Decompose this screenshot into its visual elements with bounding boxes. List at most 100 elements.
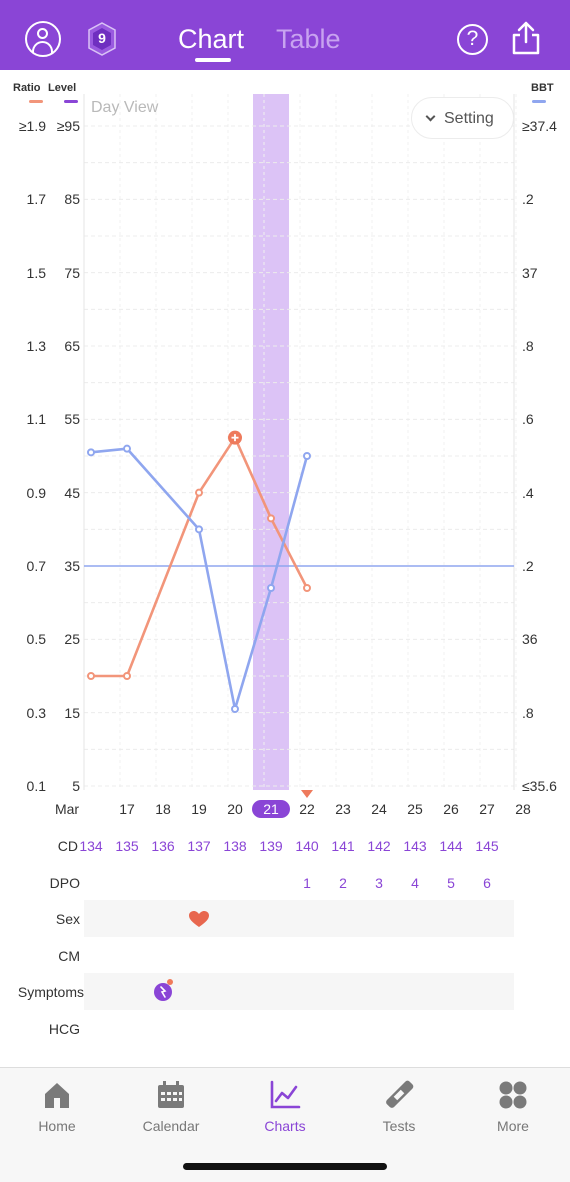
date-label[interactable]: 18 [155, 801, 171, 817]
cd-row-label: CD [57, 838, 78, 854]
ratio-tick-label: 1.7 [26, 191, 46, 208]
ratio-tick-label: 0.5 [26, 631, 46, 648]
home-indicator [183, 1163, 387, 1170]
date-label[interactable]: 17 [119, 801, 135, 817]
cycle-day-value: 135 [115, 838, 139, 854]
dpo-value: 6 [483, 875, 491, 891]
ratio-point [195, 488, 203, 497]
hcg-row-label: HCG [48, 1021, 80, 1037]
level-tick-label: 35 [64, 558, 80, 574]
share-icon[interactable] [510, 20, 542, 56]
level-tick-label: 25 [64, 631, 80, 648]
chevron-down-icon [425, 111, 436, 122]
bbt-point [87, 448, 95, 457]
level-tick-label: 55 [64, 411, 80, 428]
bbt-point [231, 705, 239, 713]
nav-home[interactable]: Home [0, 1068, 114, 1148]
bbt-tick-label: ≥37.4 [522, 118, 557, 134]
fertility-chart[interactable] [0, 0, 570, 820]
top-bar: 9 Chart Table ? [0, 0, 570, 70]
cycle-day-value: 145 [475, 838, 499, 854]
date-label[interactable]: 23 [335, 801, 351, 817]
level-tick-label: 15 [64, 704, 80, 721]
date-label[interactable]: 19 [191, 801, 207, 817]
level-badge-icon[interactable] [86, 22, 118, 56]
ratio-tick-label: ≥1.9 [18, 118, 46, 134]
dpo-value: 4 [411, 875, 419, 891]
ratio-series-line [91, 436, 309, 678]
selected-day-highlight [253, 94, 289, 790]
cycle-day-value: 138 [223, 838, 247, 854]
bbt-tick-label: .2 [522, 191, 534, 208]
date-label[interactable]: 26 [443, 801, 459, 817]
level-axis-label: Level [48, 82, 77, 94]
dpo-value: 1 [303, 875, 311, 891]
date-label[interactable]: 28 [515, 801, 531, 817]
heart-icon[interactable] [188, 910, 210, 928]
profile-icon[interactable] [25, 21, 61, 57]
level-tick-label: 45 [64, 484, 80, 501]
bbt-tick-label: ≤35.6 [522, 778, 557, 794]
cycle-day-value: 140 [295, 838, 319, 854]
bbt-point [267, 584, 275, 592]
bbt-point [195, 525, 203, 534]
ratio-legend-swatch [29, 100, 43, 103]
cycle-day-value: 137 [187, 838, 211, 854]
sex-row [84, 900, 514, 937]
bbt-point [303, 452, 311, 460]
dpo-value: 2 [339, 875, 347, 891]
cycle-day-value: 139 [259, 838, 283, 854]
cm-row-label: CM [58, 948, 80, 964]
month-label: Mar [54, 801, 80, 817]
level-tick-label: 75 [64, 264, 80, 281]
date-label[interactable]: 24 [371, 801, 387, 817]
help-icon[interactable]: ? [457, 24, 488, 55]
ratio-point [303, 584, 311, 592]
symptoms-row [84, 973, 514, 1010]
date-label[interactable]: 20 [227, 801, 243, 817]
ratio-tick-label: 1.5 [26, 264, 46, 281]
ratio-tick-label: 0.7 [26, 558, 46, 574]
dpo-value: 5 [447, 875, 455, 891]
bbt-tick-label: 37 [522, 264, 538, 281]
date-label[interactable]: 25 [407, 801, 423, 817]
cycle-day-value: 134 [79, 838, 103, 854]
test-strip-icon [386, 1080, 414, 1108]
calendar-icon [158, 1081, 184, 1108]
date-label[interactable]: 27 [479, 801, 495, 817]
ratio-point [87, 672, 95, 680]
bbt-tick-label: .8 [522, 338, 534, 354]
home-icon [45, 1083, 69, 1108]
ratio-point [123, 672, 131, 680]
date-label[interactable]: 22 [299, 801, 315, 817]
bbt-tick-label: .8 [522, 704, 534, 721]
tab-table[interactable]: Table [276, 24, 341, 54]
ratio-axis-label: Ratio [13, 82, 41, 94]
level-badge-number: 9 [98, 30, 106, 46]
cycle-day-value: 142 [367, 838, 391, 854]
level-tick-label: 5 [72, 778, 80, 794]
nav-more[interactable]: More [456, 1068, 570, 1148]
dpo-value: 3 [375, 875, 383, 891]
setting-button[interactable]: Setting [411, 97, 514, 139]
level-tick-label: ≥95 [56, 118, 80, 134]
ratio-tick-label: 0.1 [26, 778, 46, 794]
nav-calendar[interactable]: Calendar [114, 1068, 228, 1148]
more-icon [499, 1081, 527, 1109]
bbt-tick-label: .6 [522, 411, 534, 428]
ratio-tick-label: 0.3 [26, 704, 46, 721]
nav-tests[interactable]: Tests [342, 1068, 456, 1148]
nav-charts[interactable]: Charts [228, 1068, 342, 1148]
bottom-navigation: Home Calendar Charts Tests [0, 1067, 570, 1182]
level-legend-swatch [64, 100, 78, 103]
ratio-tick-label: 1.1 [26, 411, 46, 428]
tab-chart[interactable]: Chart [178, 24, 245, 54]
ratio-tick-label: 1.3 [26, 338, 46, 354]
dpo-row-label: DPO [49, 875, 80, 891]
symptom-icon[interactable] [153, 978, 175, 1002]
cycle-day-value: 144 [439, 838, 463, 854]
day-view-label: Day View [91, 99, 159, 116]
selected-date-chip[interactable]: 21 [252, 800, 290, 818]
bbt-axis-label: BBT [531, 82, 554, 94]
chart-icon [270, 1080, 301, 1109]
